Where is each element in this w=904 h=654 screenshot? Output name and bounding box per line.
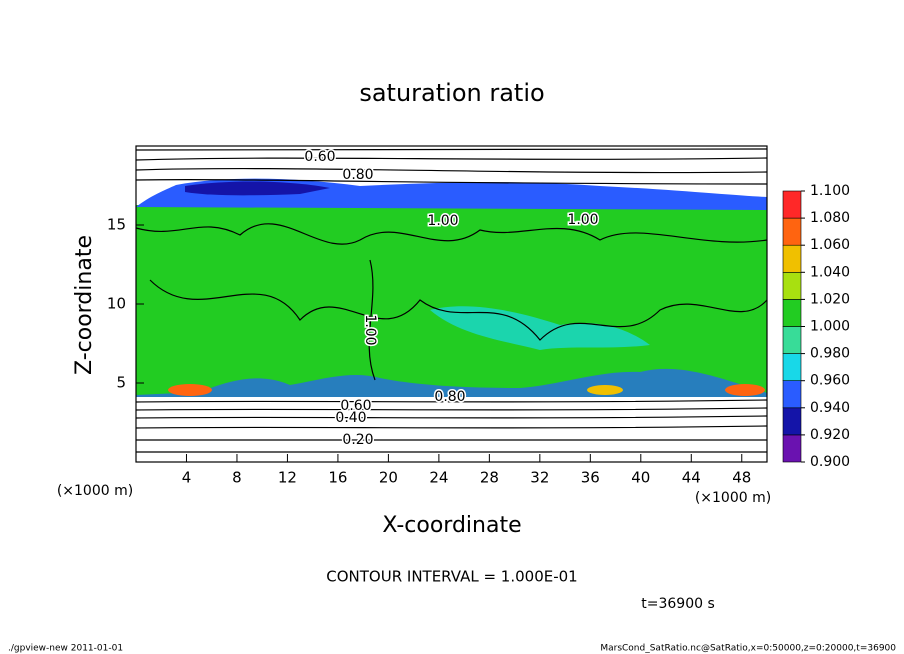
contour-label: 1.00	[567, 212, 598, 228]
y-unit: (×1000 m)	[57, 483, 133, 499]
colorbar-segment	[782, 326, 802, 354]
x-tick-label: 48	[732, 469, 751, 487]
field-cyan	[430, 306, 650, 350]
colorbar-label: 0.920	[810, 427, 850, 443]
colorbar-segment	[782, 244, 802, 273]
colorbar-segment	[782, 353, 802, 382]
x-tick-label: 40	[631, 469, 650, 487]
x-tick-label: 16	[328, 469, 347, 487]
colorbar-label: 1.000	[810, 319, 850, 335]
colorbar-segment	[782, 380, 802, 409]
colorbar-segment	[782, 217, 802, 246]
field-green	[136, 205, 767, 397]
colorbar-label: 0.960	[810, 373, 850, 389]
contour-label: 0.20	[342, 432, 373, 448]
contour-lines	[135, 148, 768, 453]
time-label: t=36900 s	[641, 596, 715, 612]
contour-interval: CONTOUR INTERVAL = 1.000E-01	[326, 568, 577, 586]
colorbar-label: 1.080	[810, 210, 850, 226]
field	[135, 148, 768, 453]
contour-label: 0.40	[335, 410, 366, 426]
contour-label: 0.60	[340, 398, 371, 414]
contour-label: 1.00	[427, 213, 458, 229]
footer-left: ./gpview-new 2011-01-01	[8, 644, 123, 654]
colorbar-label: 1.040	[810, 264, 850, 280]
footer-right: MarsCond_SatRatio.nc@SatRatio,x=0:50000,…	[600, 644, 896, 654]
y-tick-label: 5	[116, 374, 126, 392]
x-tick-label: 8	[232, 469, 242, 487]
x-tick-label: 4	[182, 469, 192, 487]
colorbar-segment	[782, 271, 802, 300]
x-unit: (×1000 m)	[695, 490, 771, 506]
contour-label: 0.80	[342, 167, 373, 183]
colorbar-label: 0.940	[810, 400, 850, 416]
field-warm	[168, 384, 212, 396]
field-darkblue	[185, 181, 330, 196]
field-warm	[725, 384, 765, 396]
x-tick-label: 12	[278, 469, 297, 487]
colorbar-segment	[782, 434, 802, 463]
colorbar-segment	[782, 407, 802, 436]
x-tick-label: 36	[581, 469, 600, 487]
x-tick-label: 28	[480, 469, 499, 487]
x-tick-label: 44	[682, 469, 701, 487]
chart-title: saturation ratio	[359, 79, 544, 107]
field-warm	[587, 385, 623, 395]
contour-label: 1.00	[362, 314, 378, 345]
colorbar-label: 1.100	[810, 183, 850, 199]
contour-label: 0.60	[304, 149, 335, 165]
colorbar-segment	[782, 190, 802, 219]
colorbar-label: 0.980	[810, 346, 850, 362]
contour-label: 0.80	[434, 389, 465, 405]
colorbar-segment	[782, 299, 802, 327]
x-axis-label: X-coordinate	[382, 513, 521, 538]
y-tick-label: 10	[107, 295, 126, 313]
y-axis-label: Z-coordinate	[72, 235, 97, 375]
y-tick-label: 15	[107, 216, 126, 234]
x-tick-label: 32	[530, 469, 549, 487]
colorbar-label: 0.900	[810, 454, 850, 470]
colorbar-label: 1.060	[810, 237, 850, 253]
colorbar-label: 1.020	[810, 291, 850, 307]
x-tick-label: 24	[429, 469, 448, 487]
x-tick-label: 20	[379, 469, 398, 487]
